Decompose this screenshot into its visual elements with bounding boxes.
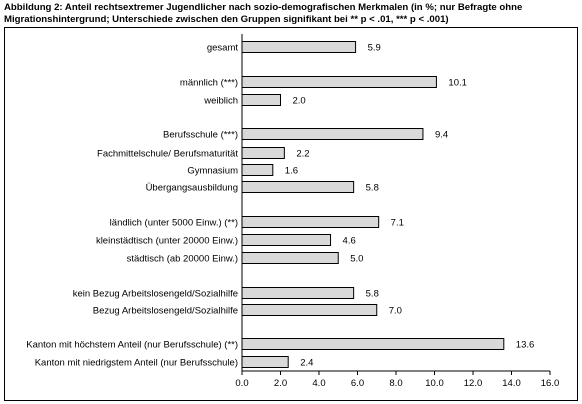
bar bbox=[241, 216, 380, 228]
bar-chart: gesamt 5.9 männlich (***) 10.1 weiblich 2.0 Be… bbox=[26, 34, 560, 389]
value-label: 1.6 bbox=[285, 166, 298, 177]
value-label: 5.0 bbox=[350, 254, 363, 265]
value-label: 13.6 bbox=[516, 340, 535, 351]
chart-title: Abbildung 2: Anteil rechtsextremer Jugen… bbox=[4, 2, 523, 25]
value-label: 2.2 bbox=[296, 149, 309, 160]
category-label: städtisch (ab 20000 Einw.) bbox=[127, 254, 238, 265]
category-label: Berufsschule (***) bbox=[163, 130, 238, 141]
x-tick-label: 8.0 bbox=[389, 378, 402, 389]
x-tick-label: 6.0 bbox=[351, 378, 364, 389]
value-label: 9.4 bbox=[435, 130, 448, 141]
x-tick-label: 10.0 bbox=[425, 378, 444, 389]
value-label: 2.4 bbox=[300, 358, 313, 369]
category-label: Gymnasium bbox=[187, 166, 238, 177]
value-label: 7.0 bbox=[389, 306, 402, 317]
bar bbox=[241, 94, 281, 106]
category-label: Kanton mit höchstem Anteil (nur Berufssc… bbox=[26, 340, 238, 351]
bar bbox=[241, 304, 378, 316]
bar bbox=[241, 128, 424, 140]
category-label: Übergangsausbildung bbox=[146, 183, 238, 194]
x-tick-label: 0.0 bbox=[235, 378, 248, 389]
category-label: gesamt bbox=[207, 43, 239, 54]
category-label: kein Bezug Arbeitslosengeld/Sozialhilfe bbox=[73, 289, 238, 300]
bar bbox=[241, 234, 332, 246]
value-label: 2.0 bbox=[293, 96, 306, 107]
category-label: männlich (***) bbox=[180, 78, 238, 89]
x-tick-label: 16.0 bbox=[541, 378, 560, 389]
category-label: weiblich bbox=[203, 96, 238, 107]
category-label: Fachmittelschule/ Berufsmaturität bbox=[97, 149, 238, 160]
category-label: Kanton mit niedrigstem Anteil (nur Beruf… bbox=[35, 358, 238, 369]
x-tick-label: 14.0 bbox=[502, 378, 521, 389]
category-label: kleinstädtisch (unter 20000 Einw.) bbox=[96, 236, 238, 247]
bar bbox=[241, 164, 274, 176]
x-tick-label: 4.0 bbox=[312, 378, 325, 389]
value-label: 5.8 bbox=[366, 183, 379, 194]
category-label: Bezug Arbeitslosengeld/Sozialhilfe bbox=[93, 306, 238, 317]
bar bbox=[241, 252, 339, 264]
bar bbox=[241, 181, 355, 193]
value-label: 4.6 bbox=[343, 236, 356, 247]
category-label: ländlich (unter 5000 Einw.) (**) bbox=[110, 218, 238, 229]
chart-frame: gesamt 5.9 männlich (***) 10.1 weiblich 2.0 Be… bbox=[4, 27, 578, 401]
bar bbox=[241, 147, 285, 159]
x-tick-label: 2.0 bbox=[274, 378, 287, 389]
bar bbox=[241, 41, 357, 53]
bar bbox=[241, 356, 289, 368]
value-label: 7.1 bbox=[391, 218, 404, 229]
bar bbox=[241, 287, 355, 299]
value-label: 10.1 bbox=[448, 78, 467, 89]
bar bbox=[241, 76, 437, 88]
x-tick-label: 12.0 bbox=[464, 378, 483, 389]
value-label: 5.8 bbox=[366, 289, 379, 300]
value-label: 5.9 bbox=[368, 43, 381, 54]
bar bbox=[241, 338, 505, 350]
